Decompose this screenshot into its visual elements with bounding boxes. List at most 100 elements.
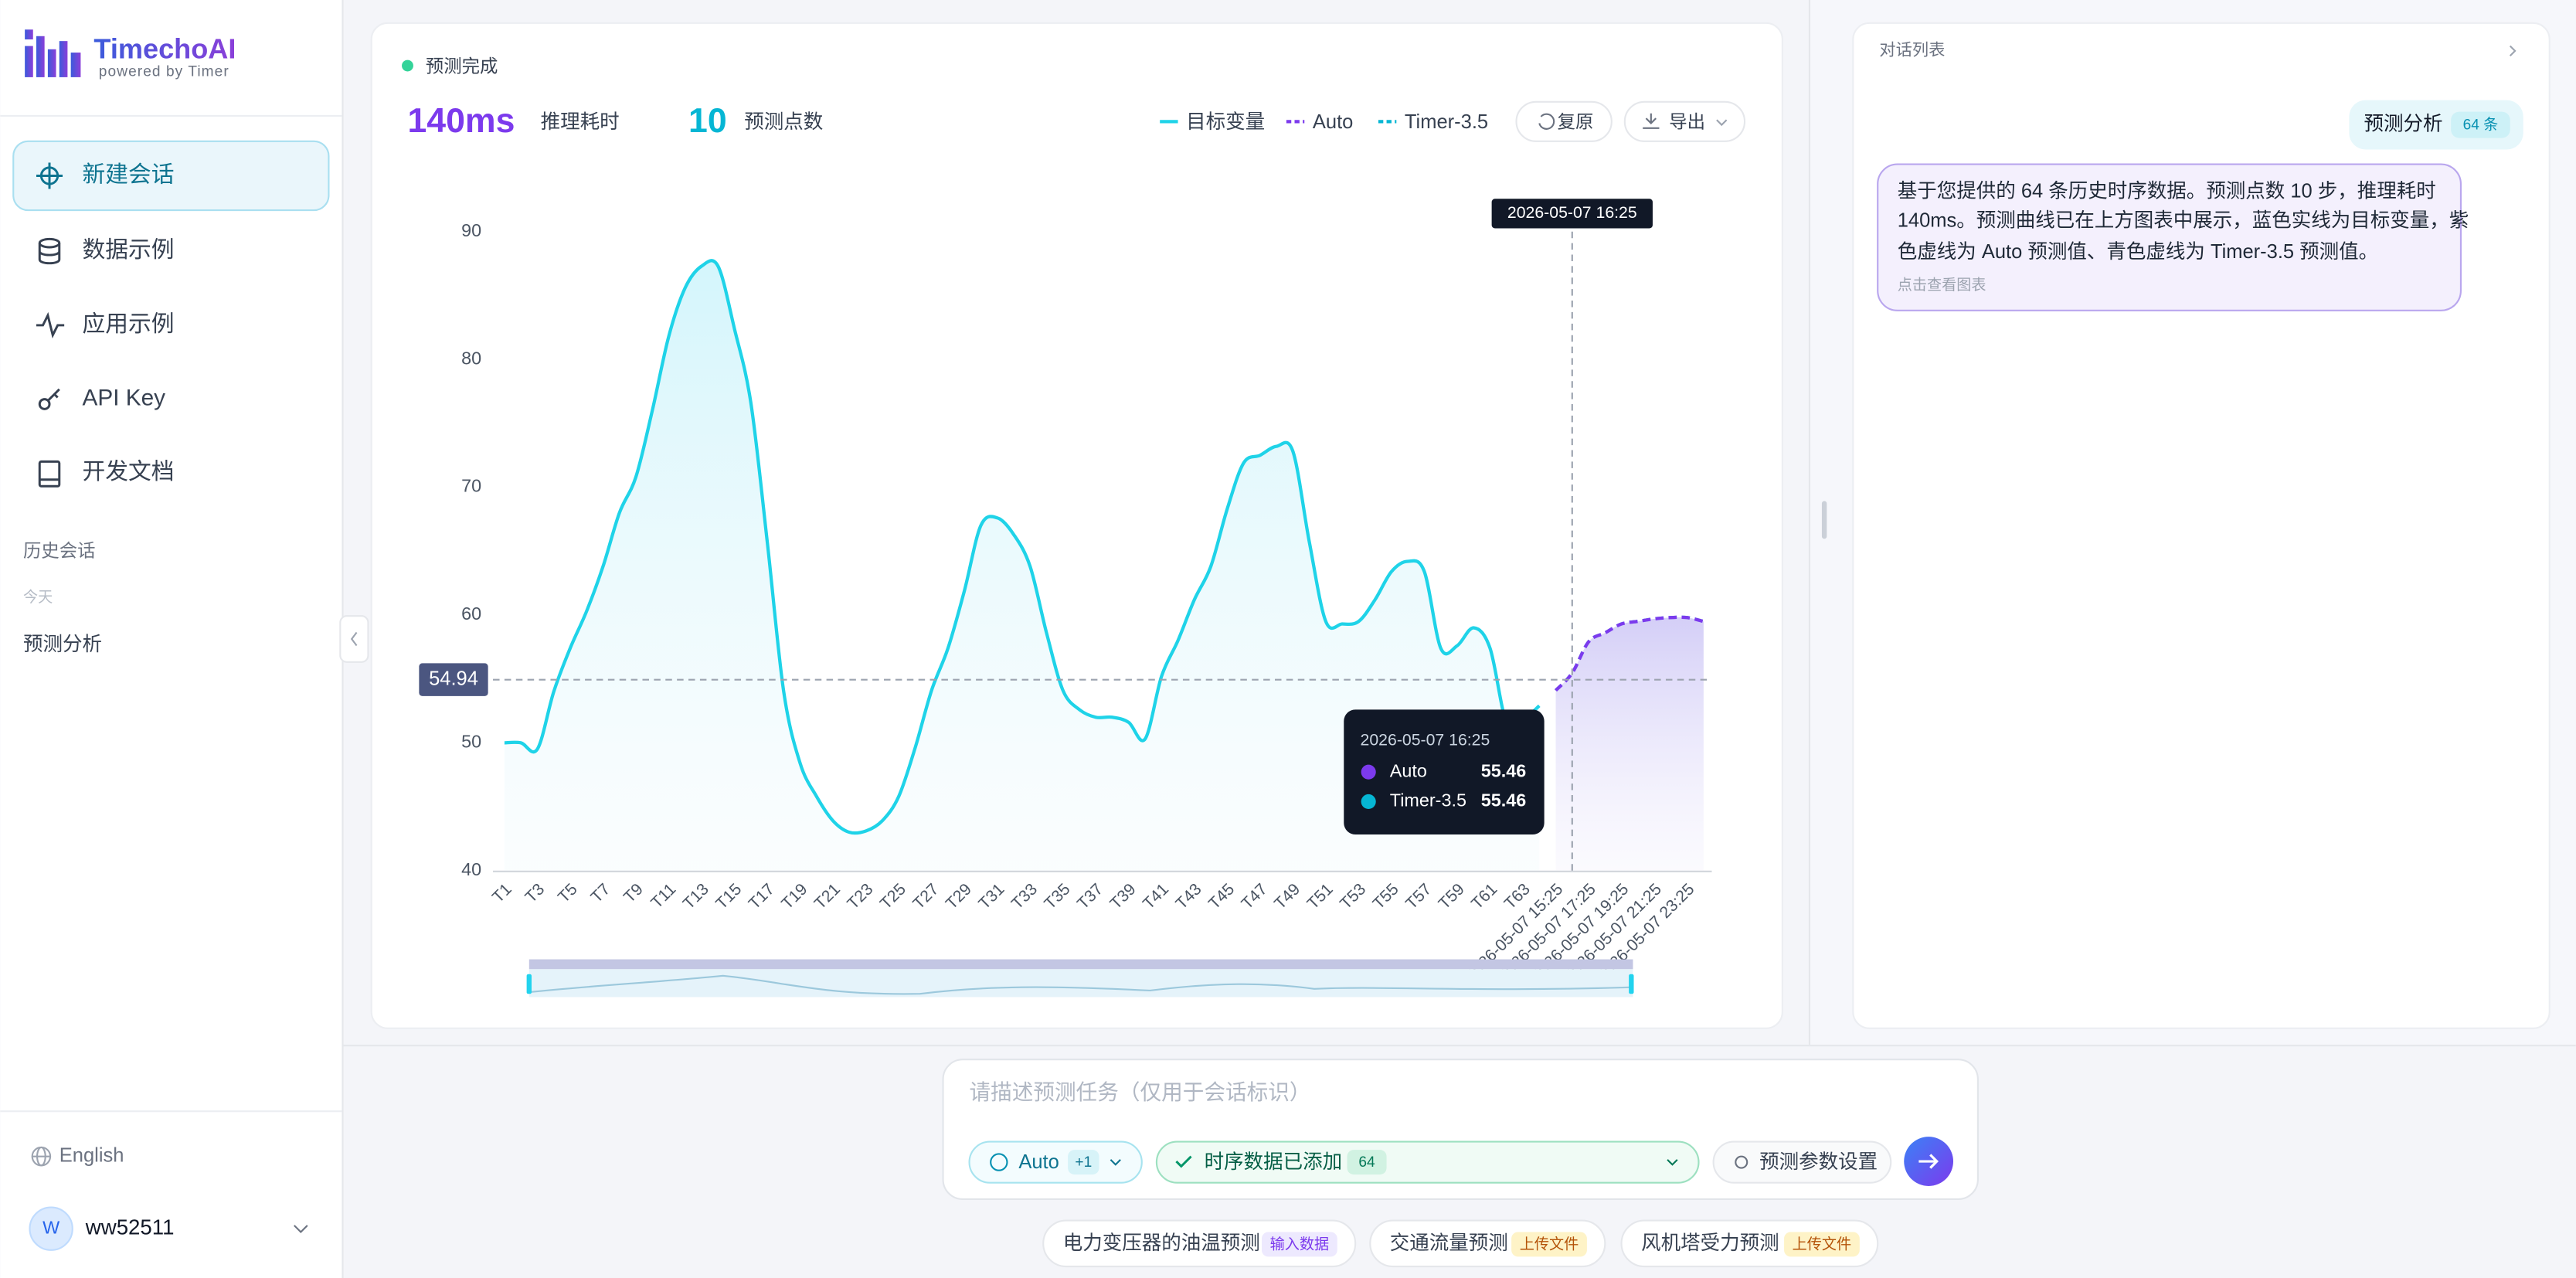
legend-label: Timer-3.5 (1405, 111, 1488, 133)
tooltip-dot (1361, 764, 1376, 780)
reply-line: 色虚线为 Auto 预测值、青色虚线为 Timer-3.5 预测值。 (1898, 241, 2378, 263)
chart-card (370, 22, 1783, 1029)
pointer-box (1491, 199, 1653, 229)
language[interactable]: English (59, 1144, 124, 1166)
reply-hint[interactable]: 点击查看图表 (1898, 277, 1986, 294)
user-message: 预测分析 (2364, 113, 2443, 134)
badge (1347, 1150, 1387, 1175)
logo (25, 29, 81, 77)
zoom-preview (528, 974, 1633, 995)
mark-label: 54.94 (429, 668, 478, 689)
suggestion-tag-box (1784, 1232, 1860, 1257)
metric-label: 推理耗时 (541, 111, 620, 133)
badge (1068, 1150, 1099, 1175)
zoom-window[interactable] (528, 969, 1633, 998)
legend-label: 目标变量 (1186, 111, 1265, 133)
settings-icon (1735, 1155, 1748, 1169)
export-button[interactable] (1623, 100, 1746, 142)
chevron (350, 631, 358, 647)
suggestion-tag: 上传文件 (1520, 1236, 1579, 1253)
settings-chip[interactable] (1712, 1140, 1892, 1184)
chevron (294, 1225, 308, 1233)
reply-bubble[interactable] (1877, 163, 2462, 311)
area-fill (1555, 617, 1704, 871)
area-fill (504, 260, 1540, 871)
reset-icon (1538, 113, 1555, 130)
user-badge: 64 条 (2463, 117, 2499, 134)
metric-value: 140ms (407, 102, 515, 140)
nav-item[interactable]: API Key (83, 385, 166, 410)
send-icon (1918, 1154, 1939, 1169)
chat-title: 对话列表 (1879, 41, 1945, 59)
y-tick-label: 70 (461, 476, 481, 496)
history-title: 历史会话 (23, 540, 96, 560)
tooltip (1344, 709, 1545, 834)
export-icon (1643, 113, 1660, 129)
chevron (1667, 1159, 1678, 1166)
model: Auto (1018, 1151, 1059, 1173)
y-tick-label: 40 (461, 859, 481, 879)
user-name[interactable]: ww52511 (85, 1215, 175, 1239)
sidebar (0, 0, 342, 1278)
y-tick-label: 50 (461, 732, 481, 752)
input-placeholder[interactable]: 请描述预测任务（仅用于会话标识） (970, 1080, 1311, 1104)
suggestion-label: 交通流量预测 (1390, 1232, 1508, 1254)
history-group: 今天 (23, 589, 53, 606)
avatar[interactable] (29, 1206, 73, 1251)
y-tick-label: 60 (461, 603, 481, 624)
avatar-letter: W (42, 1217, 59, 1237)
nav-item[interactable]: 开发文档 (83, 459, 175, 484)
pointer-label: 2026-05-07 16:25 (1507, 203, 1637, 222)
nav-icons (36, 162, 65, 488)
settings: 预测参数设置 (1759, 1151, 1878, 1173)
check-icon (1175, 1155, 1192, 1168)
chevron (1716, 119, 1728, 127)
suggestion-label: 风机塔受力预测 (1641, 1232, 1779, 1254)
nav-item[interactable]: 应用示例 (83, 311, 175, 337)
model-chip[interactable] (968, 1140, 1143, 1184)
reply-line: 基于您提供的 64 条历史时序数据。预测点数 10 步，推理耗时 (1898, 180, 2436, 202)
globe-icon (31, 1146, 52, 1167)
history-item[interactable]: 预测分析 (23, 634, 102, 655)
suggestions: 电力变压器的油温预测 输入数据 交通流量预测 上传文件 风机塔受力预测 上传文件 (1042, 1219, 1879, 1268)
badge (2451, 111, 2510, 138)
reply-line: 140ms。预测曲线已在上方图表中展示，蓝色实线为目标变量，紫 (1898, 210, 2469, 232)
tooltip-value: 55.46 (1481, 790, 1527, 811)
zoom-handle[interactable] (526, 974, 532, 994)
chevron[interactable] (2509, 45, 2517, 57)
resize-handle[interactable] (1821, 501, 1827, 539)
series-line (1554, 615, 1704, 692)
legend-label: Auto (1313, 111, 1353, 133)
zoom-bar[interactable] (528, 959, 1633, 970)
tooltip-title: 2026-05-07 16:25 (1361, 730, 1490, 749)
mark-label-box (419, 663, 488, 696)
data-count: 64 (1358, 1154, 1375, 1171)
suggestion-tag-box (1511, 1232, 1587, 1257)
reset-button[interactable] (1515, 100, 1613, 142)
model-extra: +1 (1075, 1154, 1092, 1171)
y-tick-label: 90 (461, 220, 481, 240)
chevron (1110, 1159, 1121, 1166)
button-label: 复原 (1558, 112, 1594, 132)
suggestion-tag-box (1261, 1232, 1337, 1257)
tooltip-name: Timer-3.5 (1390, 790, 1466, 811)
model-icon (990, 1153, 1008, 1171)
zoom-handle[interactable] (1629, 974, 1634, 994)
y-tick-label: 80 (461, 348, 481, 368)
nav-item[interactable]: 数据示例 (83, 237, 175, 263)
tooltip-dot (1361, 794, 1376, 810)
series-line (504, 259, 1541, 835)
data-chip[interactable] (1155, 1140, 1700, 1184)
metric-label: 预测点数 (744, 111, 823, 133)
collapse-tab[interactable] (339, 615, 369, 663)
tagline: powered by Timer (99, 64, 229, 80)
button-label: 导出 (1669, 112, 1705, 132)
nav-item[interactable]: 新建会话 (83, 161, 175, 187)
brand: TimechoAI (93, 32, 236, 64)
tooltip-value: 55.46 (1481, 760, 1527, 780)
metric-value: 10 (688, 102, 727, 140)
suggestion-tag: 上传文件 (1793, 1236, 1852, 1253)
nav-active[interactable] (12, 140, 330, 212)
